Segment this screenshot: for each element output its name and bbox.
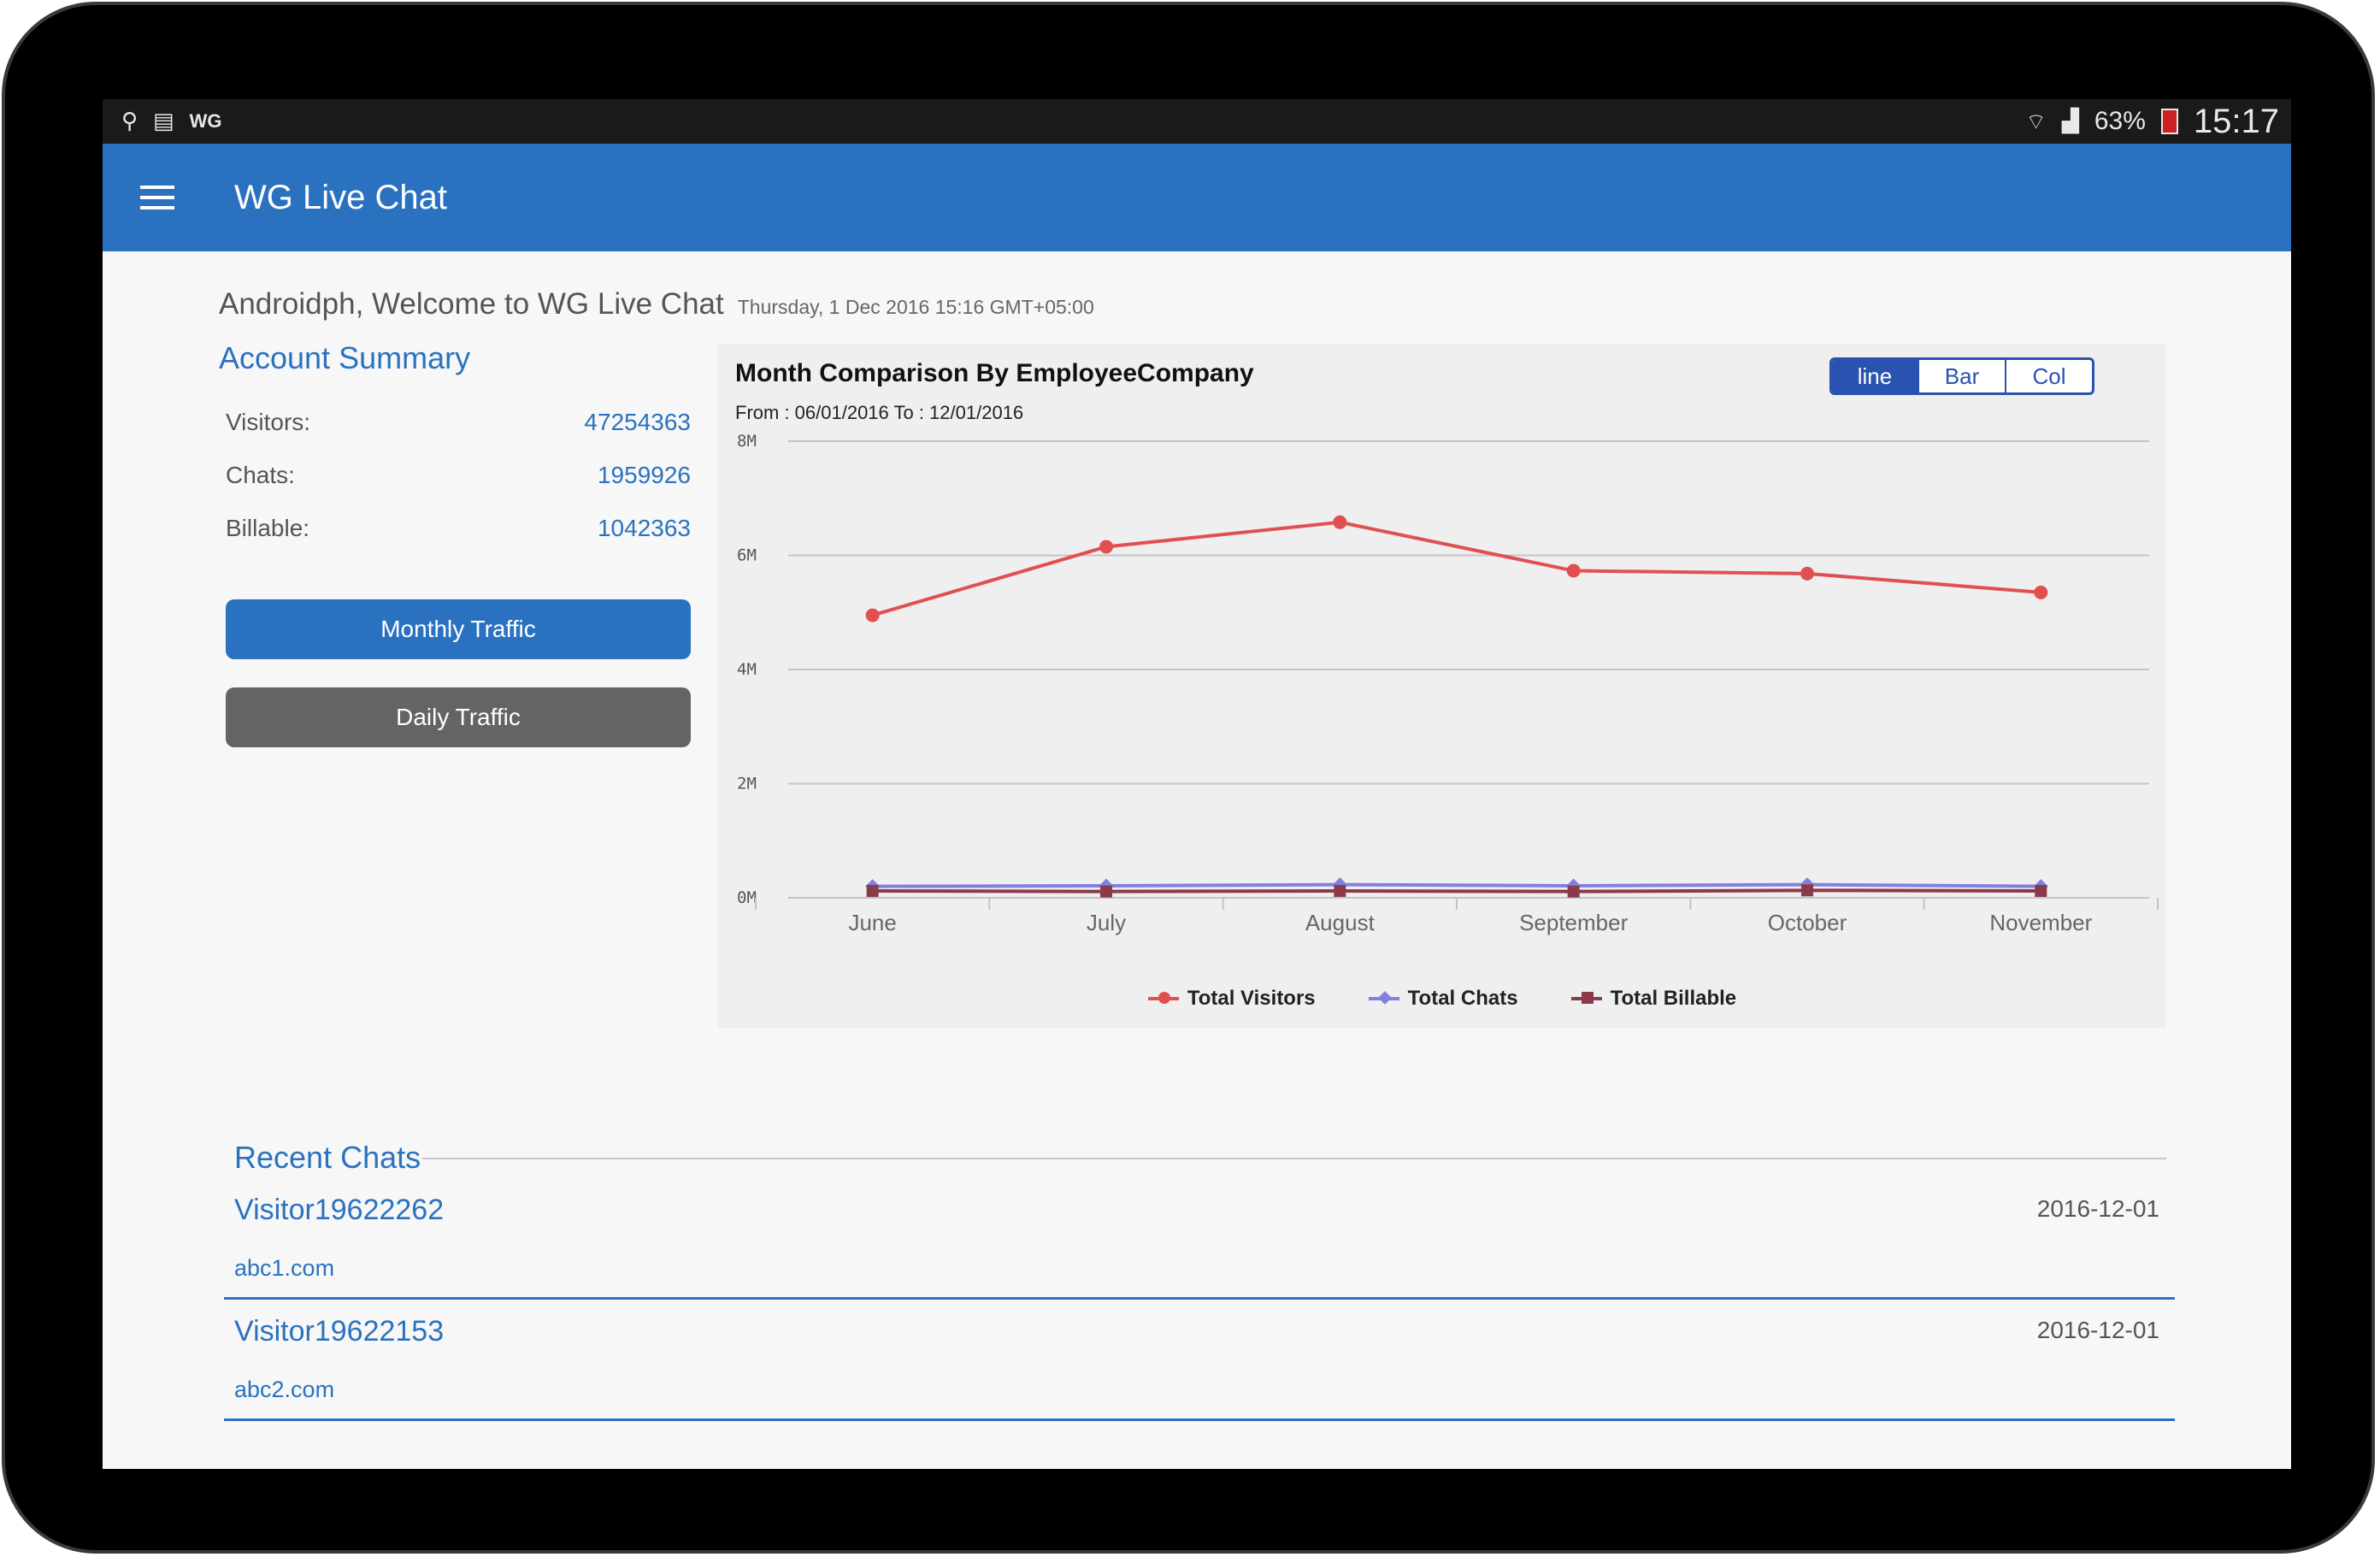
summary-row-chats: Chats: 1959926 [226,462,691,489]
legend-item-billable[interactable]: Total Billable [1570,987,1737,1011]
chat-date: 2016-12-01 [2036,1317,2159,1343]
signal-icon: ▟ [2061,109,2079,134]
summary-label: Visitors: [226,409,311,435]
chart-panel: 8M 6M 4M 2M 0M June July August September October… [718,344,2166,1028]
chat-site[interactable]: abc2.com [234,1377,335,1402]
legend-swatch [1147,992,1179,1004]
screen: ⚲ ▤ WG ⌔ ▟ 63% 15:17 WG Live Chat Androi… [103,99,2291,1469]
summary-row-visitors: Visitors: 47254363 [226,409,691,436]
legend-swatch [1368,991,1399,1005]
data-point [2035,884,2047,897]
legend-swatch [1570,992,1602,1004]
app-bar: WG Live Chat [103,144,2291,251]
clock: 15:17 [2193,102,2279,140]
recent-chats-divider [422,1158,2166,1159]
series-line [872,882,2041,888]
data-point [1800,566,1814,581]
x-tick-label: September [1519,910,1629,935]
legend-item-visitors[interactable]: Total Visitors [1147,987,1316,1011]
chat-list-item[interactable]: Visitor19622153 abc2.com 2016-12-01 [224,1300,2175,1421]
welcome-date: Thursday, 1 Dec 2016 15:16 GMT+05:00 [737,296,1094,318]
data-point [1801,884,1813,897]
summary-label: Billable: [226,515,310,541]
data-point [866,884,879,897]
chat-visitor-name[interactable]: Visitor19622153 [234,1315,445,1348]
chart-type-toggle: line Bar Col [1829,357,2094,395]
series-line [872,520,2041,617]
data-point [1566,563,1581,578]
data-point [1100,885,1112,898]
data-point [865,608,880,622]
toggle-bar-button[interactable]: Bar [1918,360,2005,392]
chat-list-item[interactable]: Visitor19622262 abc1.com 2016-12-01 [224,1178,2175,1300]
status-bar: ⚲ ▤ WG ⌔ ▟ 63% 15:17 [103,99,2291,144]
y-tick-label: 2M [737,775,757,793]
data-point [1334,884,1346,897]
data-point [1333,515,1347,529]
chart-title: Month Comparison By EmployeeCompany [735,359,1254,387]
x-tick-label: October [1768,910,1847,935]
chat-date: 2016-12-01 [2036,1195,2159,1222]
account-summary-title: Account Summary [219,340,471,375]
legend-item-chats[interactable]: Total Chats [1368,987,1518,1011]
recent-chats-title: Recent Chats [234,1140,421,1175]
series-line [872,888,2041,894]
chat-visitor-name[interactable]: Visitor19622262 [234,1194,445,1226]
x-tick-label: July [1087,910,1126,935]
wg-notification-icon: WG [189,110,222,132]
battery-percent: 63% [2094,107,2146,135]
legend-label: Total Chats [1407,987,1518,1010]
data-point [1099,540,1113,554]
chat-site[interactable]: abc1.com [234,1255,335,1281]
welcome-header: Androidph, Welcome to WG Live Chat Thurs… [219,287,1094,321]
toggle-col-button[interactable]: Col [2005,360,2092,392]
battery-icon [2160,109,2178,134]
y-tick-label: 6M [737,546,757,565]
x-tick-label: June [848,910,896,935]
chart-subtitle: From : 06/01/2016 To : 12/01/2016 [735,402,1024,423]
status-bar-left: ⚲ ▤ WG [121,109,222,134]
y-tick-label: 4M [737,660,757,679]
daily-traffic-button[interactable]: Daily Traffic [226,687,691,747]
summary-label: Chats: [226,462,295,488]
summary-value: 1959926 [597,462,691,488]
data-point [2034,585,2048,599]
sim-icon: ▤ [153,109,174,134]
summary-value: 47254363 [584,409,691,435]
chart-legend: Total Visitors Total Chats Total Billabl… [718,987,2166,1011]
monthly-traffic-button[interactable]: Monthly Traffic [226,599,691,659]
summary-row-billable: Billable: 1042363 [226,515,691,542]
legend-label: Total Billable [1610,987,1737,1010]
app-title: WG Live Chat [234,178,447,216]
usb-icon: ⚲ [121,109,138,134]
x-tick-label: August [1305,910,1376,935]
toggle-line-button[interactable]: line [1832,360,1918,392]
x-tick-label: November [1989,910,2092,935]
y-tick-label: 8M [737,432,757,451]
status-bar-right: ⌔ ▟ 63% 15:17 [2025,103,2279,141]
data-point [1567,885,1580,898]
legend-label: Total Visitors [1187,987,1316,1010]
wifi-icon: ⌔ [2025,109,2047,135]
summary-value: 1042363 [597,515,691,541]
welcome-text: Androidph, Welcome to WG Live Chat [219,287,724,321]
line-chart: 8M 6M 4M 2M 0M June July August September October… [737,432,2159,935]
hamburger-menu-icon[interactable] [140,172,191,223]
y-tick-label: 0M [737,888,757,907]
